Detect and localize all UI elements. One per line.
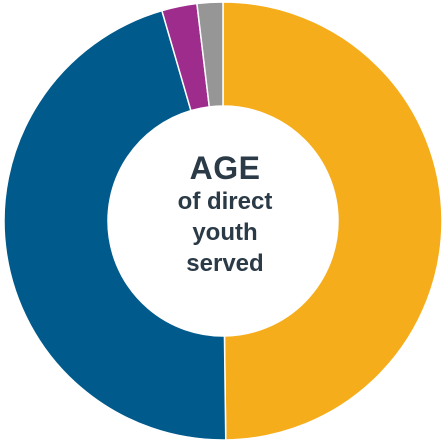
center-subtitle-line-2: youth — [192, 219, 258, 246]
center-title: AGE — [189, 150, 261, 186]
donut-slice-1 — [222, 1, 443, 440]
donut-slice-4 — [196, 1, 224, 108]
donut-slices — [3, 1, 443, 440]
center-label: AGE of direct youth served — [112, 150, 338, 279]
donut-slice-2 — [3, 9, 227, 440]
center-subtitle-line-3: served — [186, 250, 264, 277]
center-subtitle-line-1: of direct — [177, 188, 273, 215]
